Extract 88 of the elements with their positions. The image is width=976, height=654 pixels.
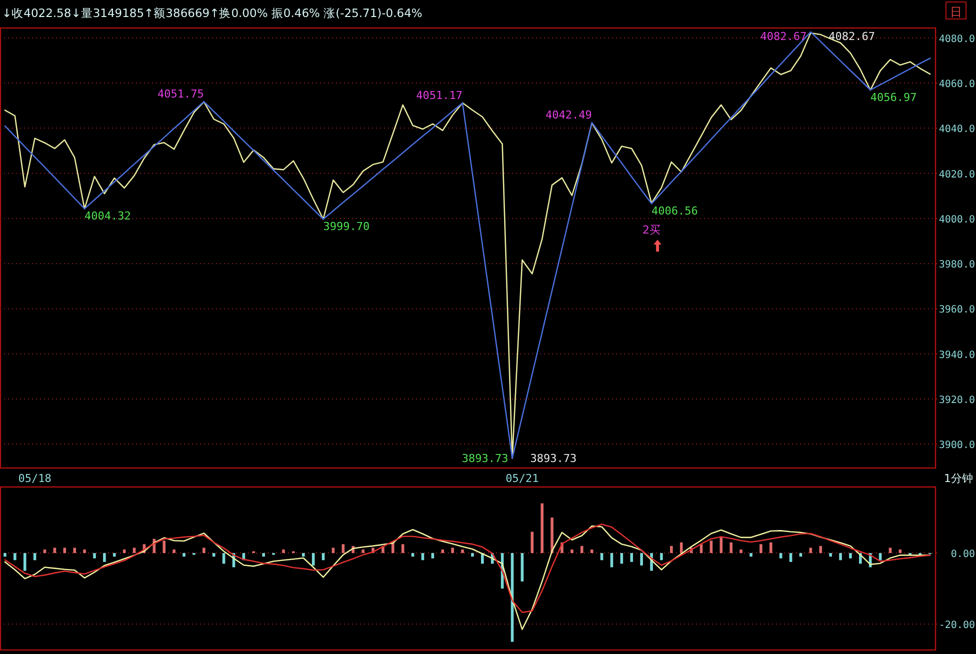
y-tick-label: 3940.0	[938, 350, 975, 361]
bar	[720, 537, 723, 554]
y-tick-label: 4060.0	[938, 79, 975, 90]
annotation: 4004.32	[84, 210, 131, 223]
bar	[660, 553, 663, 560]
bar	[93, 553, 96, 558]
bar	[182, 553, 186, 557]
bar	[630, 553, 634, 562]
bar	[73, 548, 76, 554]
bar	[610, 553, 614, 568]
bar	[520, 553, 524, 582]
bar	[332, 548, 335, 554]
bar	[103, 553, 106, 562]
y-tick-label: 4080.0	[938, 34, 975, 45]
annotation: 4051.17	[416, 88, 463, 102]
y-tick-label: 0.00	[950, 549, 975, 560]
bar	[471, 553, 474, 557]
y-tick-label: 4040.0	[938, 124, 975, 136]
bar	[83, 550, 86, 554]
bar	[819, 546, 822, 554]
bar	[769, 542, 772, 554]
bar	[888, 548, 892, 554]
annotation: 4006.56	[652, 204, 698, 218]
y-tick-label: -20.00	[938, 620, 975, 632]
chart-title: ↓收4022.58↓量3149185↑额386669↑换0.00% 振0.46% 涨(-25.71)-0.64%	[2, 6, 422, 20]
line-series	[4, 524, 931, 614]
bar	[829, 553, 832, 557]
bar	[212, 553, 216, 557]
bar	[730, 542, 732, 554]
annotation: 4082.67	[760, 30, 807, 43]
bar	[53, 548, 56, 554]
line-series	[4, 525, 931, 630]
bar	[550, 518, 554, 554]
annotation: 3999.70	[323, 220, 370, 234]
bar	[401, 544, 404, 554]
x-tick-label: 05/21	[506, 472, 539, 485]
bar	[342, 544, 345, 554]
bar	[302, 553, 305, 557]
bar	[14, 553, 16, 560]
bar	[312, 553, 315, 566]
annotation: 3893.73	[462, 452, 508, 466]
bar	[530, 532, 534, 554]
bar	[640, 553, 643, 566]
y-tick-label: 3920.0	[938, 394, 975, 406]
bar	[112, 553, 116, 557]
bar	[570, 550, 574, 554]
bar	[392, 542, 394, 554]
annotation: 4056.97	[870, 90, 917, 104]
bar	[362, 550, 364, 554]
bar	[202, 548, 206, 554]
y-tick-label: 3980.0	[938, 260, 975, 271]
bar	[282, 550, 285, 554]
bar	[172, 550, 176, 554]
annotation: 2买	[642, 224, 661, 237]
bar	[262, 553, 265, 557]
bar	[670, 546, 673, 554]
bar	[849, 553, 852, 558]
bar	[431, 553, 434, 558]
bar	[23, 553, 26, 571]
bar	[740, 550, 742, 554]
annotation: 4042.49	[545, 108, 592, 122]
text: 1分钟	[944, 472, 973, 485]
x-tick-label: 05/18	[18, 472, 52, 485]
bar	[839, 553, 842, 560]
bar	[132, 548, 136, 554]
bar	[580, 546, 584, 554]
y-tick-label: 3960.0	[938, 304, 975, 316]
y-tick-label: 3900.0	[938, 440, 975, 452]
bar	[710, 540, 713, 554]
bar	[809, 548, 812, 554]
text: 日	[950, 5, 962, 19]
annotation: 3893.73	[530, 452, 577, 466]
annotation: 4051.75	[158, 88, 204, 101]
bar	[162, 540, 166, 554]
bar	[63, 548, 66, 554]
bar	[441, 550, 444, 554]
bar	[779, 553, 782, 558]
y-tick-label: 4000.0	[938, 214, 975, 226]
bar	[540, 503, 544, 554]
annotation: 4082.67	[828, 30, 876, 43]
bar	[760, 544, 762, 554]
y-tick-label: 4020.0	[938, 169, 975, 180]
bar	[680, 542, 683, 554]
bar	[451, 548, 454, 554]
bar	[789, 553, 792, 562]
bar	[461, 550, 464, 554]
bar	[4, 553, 6, 557]
bar	[750, 553, 752, 557]
